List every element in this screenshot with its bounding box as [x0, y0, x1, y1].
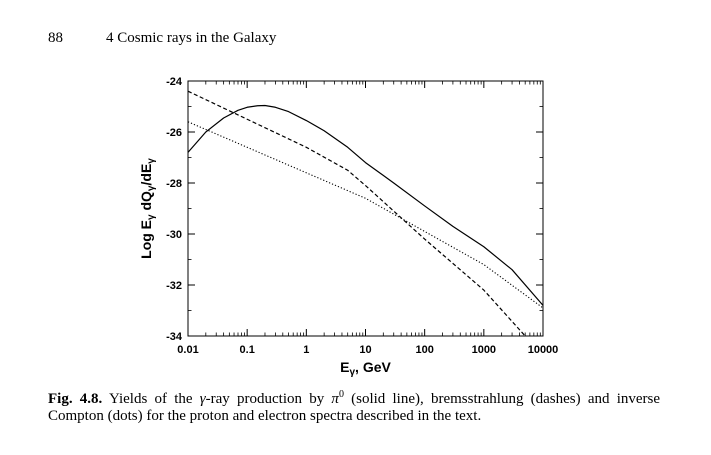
x-tick-label: 1 [303, 344, 309, 356]
plot-frame [187, 80, 544, 337]
figure-caption: Fig. 4.8. Yields of the γ-ray production… [48, 386, 660, 425]
caption-run-1: Yields of the [108, 391, 200, 407]
y-tick-label: -24 [166, 76, 183, 88]
series-line-dotted [187, 121, 544, 309]
series-line-solid [187, 104, 544, 306]
x-tick-label: 10000 [528, 344, 559, 356]
y-tick-label: -34 [166, 331, 183, 343]
x-tick-label: 10 [359, 344, 371, 356]
caption-run-sup: 0 [338, 389, 344, 400]
chart: 0.01 0.1 1 10 100 1000 10000 -24 -26 -28 -30 -32 -34… [138, 76, 559, 378]
caption-run-2: -ray production by [205, 391, 332, 407]
y-tick-label: -26 [166, 127, 182, 139]
x-tick-label: 0.1 [240, 344, 255, 356]
x-tick-label: 100 [415, 344, 433, 356]
page-number: 88 [48, 30, 63, 46]
y-axis-label: Log Eγ dQγ/dEγ [138, 158, 157, 259]
y-tick-label: -32 [166, 280, 182, 292]
x-tick-label: 0.01 [177, 344, 198, 356]
x-tick-label: 1000 [472, 344, 496, 356]
series-line-dashed [187, 90, 526, 337]
figure-label: Fig. 4.8. [48, 391, 103, 407]
caption-run-gamma: γ [199, 391, 206, 407]
chapter-title: 4 Cosmic rays in the Galaxy [106, 30, 277, 46]
caption-run-pi: π [331, 391, 339, 407]
x-axis-label: Eγ, GeV [340, 359, 391, 378]
caption-run-3: (solid line), bremsstrahlung (dashes) an… [48, 391, 661, 424]
y-tick-label: -30 [166, 229, 182, 241]
y-tick-label: -28 [166, 178, 182, 190]
running-head: 88 4 Cosmic rays in the Galaxy [48, 30, 276, 47]
